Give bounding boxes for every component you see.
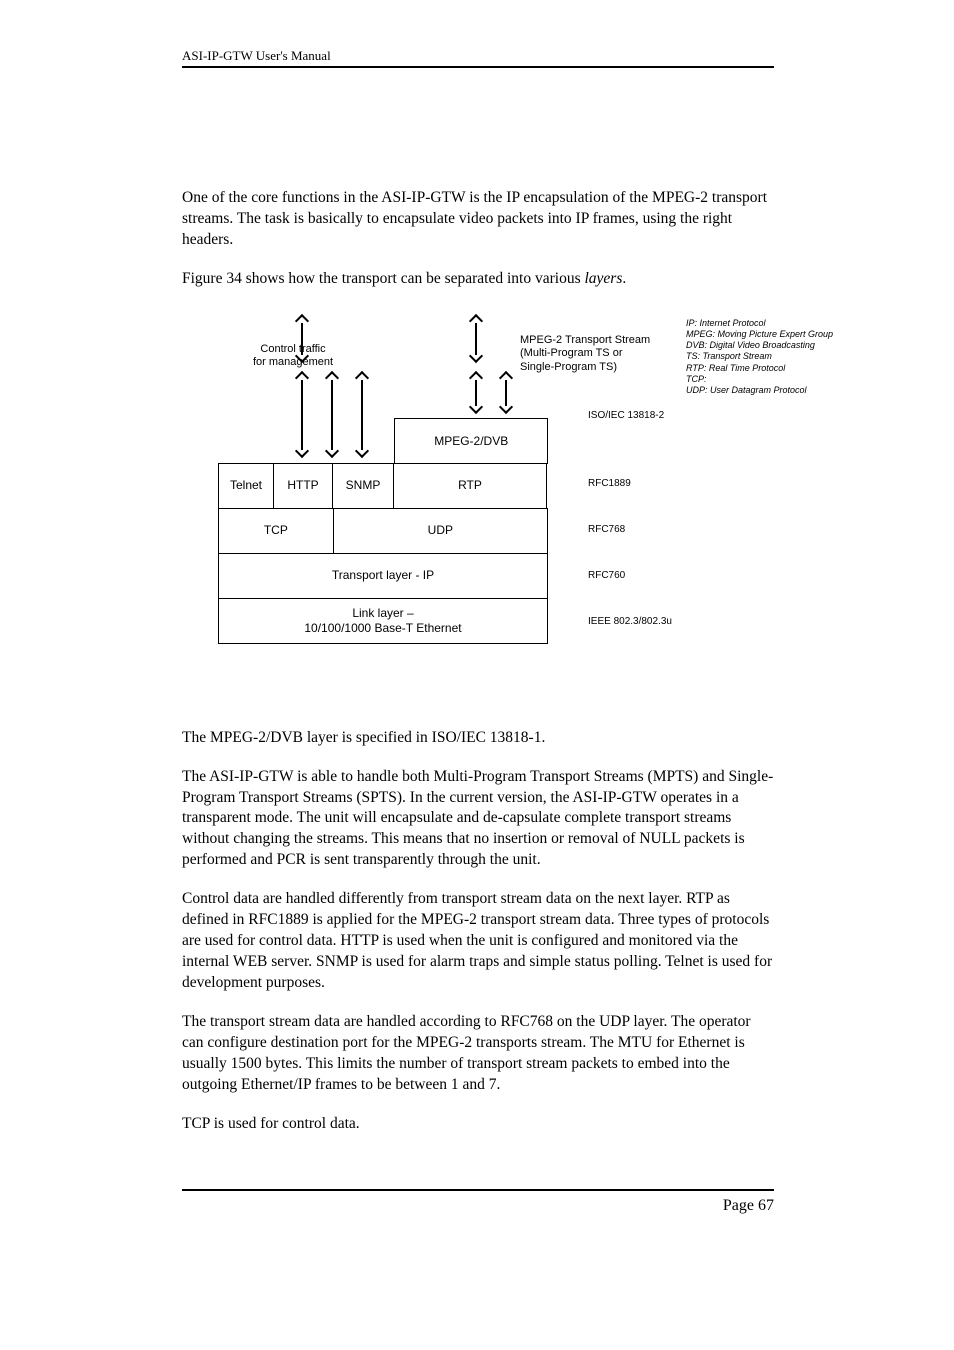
spacer (218, 418, 395, 464)
spec-iso: ISO/IEC 13818-2 (588, 410, 664, 422)
cell-udp: UDP (333, 508, 548, 554)
page-footer: Page 67 (182, 1189, 774, 1215)
legend-line: DVB: Digital Video Broadcasting (686, 340, 833, 351)
spec-rfc1889: RFC1889 (588, 478, 631, 490)
spec-rfc768: RFC768 (588, 524, 625, 536)
label-control-traffic: Control traffic for management (238, 343, 348, 371)
paragraph-6: The transport stream data are handled ac… (182, 1012, 774, 1096)
arrow-icon (468, 313, 484, 361)
cell-mpeg2-dvb: MPEG-2/DVB (394, 418, 548, 464)
label-line: (Multi-Program TS or (520, 347, 622, 359)
paragraph-5: Control data are handled differently fro… (182, 889, 774, 994)
label-line: Single-Program TS) (520, 361, 617, 373)
running-header: ASI-IP-GTW User's Manual (182, 48, 774, 68)
legend-line: RTP: Real Time Protocol (686, 363, 833, 374)
legend-line: TS: Transport Stream (686, 351, 833, 362)
paragraph-3: The MPEG-2/DVB layer is specified in ISO… (182, 728, 774, 749)
p2-text-a: Figure 34 shows how the transport can be… (182, 270, 584, 287)
label-mpeg-ts: MPEG-2 Transport Stream (Multi-Program T… (520, 334, 700, 375)
cell-rtp: RTP (393, 463, 547, 509)
legend-line: IP: Internet Protocol (686, 318, 833, 329)
legend-line: MPEG: Moving Picture Expert Group (686, 329, 833, 340)
page-number: Page 67 (723, 1197, 774, 1214)
cell-text: 10/100/1000 Base-T Ethernet (304, 621, 461, 636)
spec-rfc760: RFC760 (588, 570, 625, 582)
figure-layer-stack: Control traffic for management MPEG-2 Tr… (218, 308, 858, 668)
paragraph-2: Figure 34 shows how the transport can be… (182, 269, 774, 290)
paragraph-4: The ASI-IP-GTW is able to handle both Mu… (182, 767, 774, 872)
cell-http: HTTP (273, 463, 333, 509)
cell-link-layer: Link layer – 10/100/1000 Base-T Ethernet (218, 598, 548, 644)
paragraph-7: TCP is used for control data. (182, 1114, 774, 1135)
protocol-stack: MPEG-2/DVB Telnet HTTP SNMP RTP TCP UDP … (218, 418, 548, 644)
arrow-icon (294, 313, 310, 361)
cell-tcp: TCP (218, 508, 334, 554)
cell-text: Link layer – (352, 606, 413, 621)
label-line: Control traffic (260, 343, 325, 355)
label-line: MPEG-2 Transport Stream (520, 334, 650, 346)
legend-abbreviations: IP: Internet Protocol MPEG: Moving Pictu… (686, 318, 833, 397)
legend-line: UDP: User Datagram Protocol (686, 385, 833, 396)
arrow-icon (468, 370, 484, 412)
cell-snmp: SNMP (332, 463, 394, 509)
legend-line: TCP: (686, 374, 833, 385)
spec-ieee: IEEE 802.3/802.3u (588, 616, 672, 628)
p2-text-italic: layers (584, 270, 622, 287)
label-line: for management (253, 356, 333, 368)
p2-text-c: . (622, 270, 626, 287)
arrow-icon (498, 370, 514, 412)
paragraph-1: One of the core functions in the ASI-IP-… (182, 188, 774, 251)
cell-telnet: Telnet (218, 463, 274, 509)
cell-ip: Transport layer - IP (218, 553, 548, 599)
